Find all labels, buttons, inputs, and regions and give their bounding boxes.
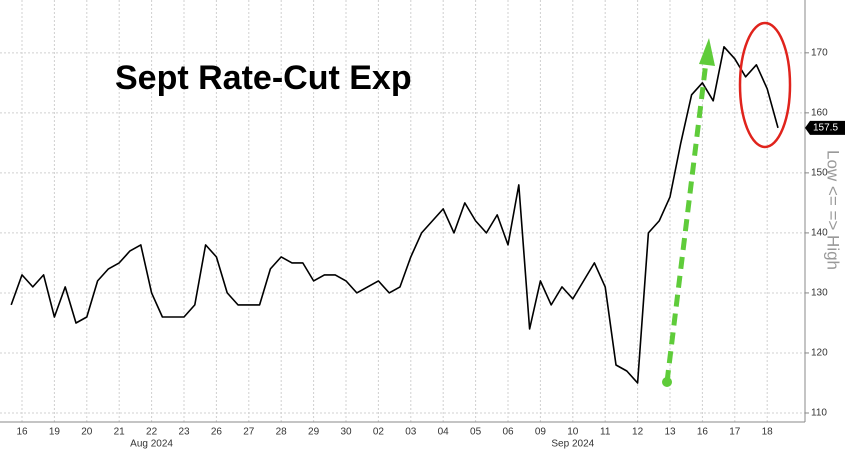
x-tick-label: 12 xyxy=(632,427,644,438)
arrow-shaft xyxy=(664,61,709,383)
x-group-label: Aug 2024 xyxy=(130,439,173,450)
annotation-arrow xyxy=(662,38,715,387)
y-axis-label: Low <= => High xyxy=(824,150,843,270)
arrow-start xyxy=(662,377,672,387)
x-tick-label: 03 xyxy=(405,427,417,438)
x-group-label: Sep 2024 xyxy=(551,439,594,450)
x-tick-label: 02 xyxy=(373,427,385,438)
x-tick-label: 04 xyxy=(438,427,450,438)
current-value-tag xyxy=(805,120,845,135)
arrow-head xyxy=(699,38,715,66)
y-tick-label: 140 xyxy=(811,228,828,239)
x-tick-label: 18 xyxy=(762,427,774,438)
x-tick-label: 26 xyxy=(211,427,223,438)
x-tick-label: 16 xyxy=(16,427,28,438)
y-tick-label: 130 xyxy=(811,288,828,299)
x-tick-label: 09 xyxy=(535,427,547,438)
x-tick-label: 30 xyxy=(340,427,352,438)
x-tick-label: 27 xyxy=(243,427,255,438)
x-tick-label: 05 xyxy=(470,427,482,438)
x-tick-label: 17 xyxy=(729,427,741,438)
y-tick-label: 150 xyxy=(811,168,828,179)
plot xyxy=(10,46,779,384)
x-tick-label: 16 xyxy=(697,427,709,438)
x-tick-label: 10 xyxy=(567,427,579,438)
current-value-label: 157.5 xyxy=(813,123,838,134)
x-tick-label: 22 xyxy=(146,427,158,438)
x-tick-label: 20 xyxy=(81,427,93,438)
highlight-ellipse xyxy=(738,21,792,149)
x-tick-label: 06 xyxy=(502,427,514,438)
y-tick-label: 170 xyxy=(811,47,828,58)
x-tick-label: 29 xyxy=(308,427,320,438)
x-tick-label: 11 xyxy=(600,427,611,438)
line-series xyxy=(10,46,779,384)
y-tick-label: 110 xyxy=(811,408,827,419)
y-tick-label: 160 xyxy=(811,107,828,118)
x-tick-label: 19 xyxy=(49,427,61,438)
x-tick-label: 13 xyxy=(664,427,676,438)
x-tick-label: 28 xyxy=(276,427,288,438)
y-tick-label: 120 xyxy=(811,348,828,359)
chart-title: Sept Rate-Cut Exp xyxy=(115,59,412,97)
x-tick-label: 21 xyxy=(114,427,126,438)
x-tick-label: 23 xyxy=(178,427,190,438)
